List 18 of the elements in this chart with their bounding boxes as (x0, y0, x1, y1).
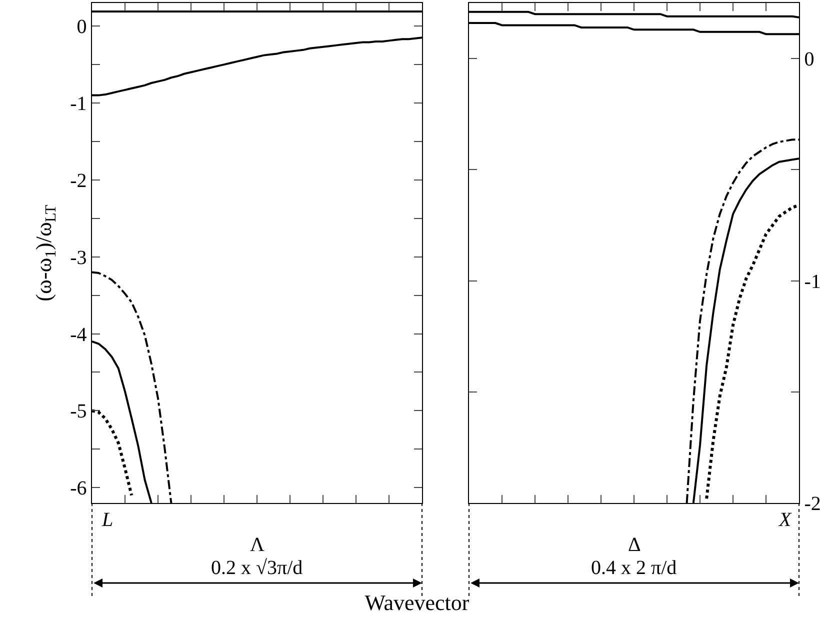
y-tick-label: -5 (70, 400, 87, 423)
text: 0.4 x 2 π/d (591, 557, 677, 579)
y-tick-label: -3 (70, 246, 87, 269)
text: 0.2 x √3π/d (211, 557, 303, 579)
y-tick-label: -1 (804, 270, 821, 293)
text: X (778, 509, 792, 531)
y-tick-label: 0 (804, 48, 814, 71)
text: Δ (628, 534, 641, 556)
y-tick-label: 0 (76, 16, 87, 38)
y-tick-label: -2 (70, 170, 87, 192)
text: L (101, 509, 114, 531)
y-tick-label: -6 (70, 478, 87, 500)
line-series (705, 204, 799, 500)
y-tick-label: -2 (804, 493, 821, 515)
text: Λ (250, 534, 265, 556)
y-tick-label: -4 (70, 324, 87, 346)
y-tick-label: -1 (70, 93, 87, 115)
x-axis-title: Wavevector (364, 590, 470, 616)
